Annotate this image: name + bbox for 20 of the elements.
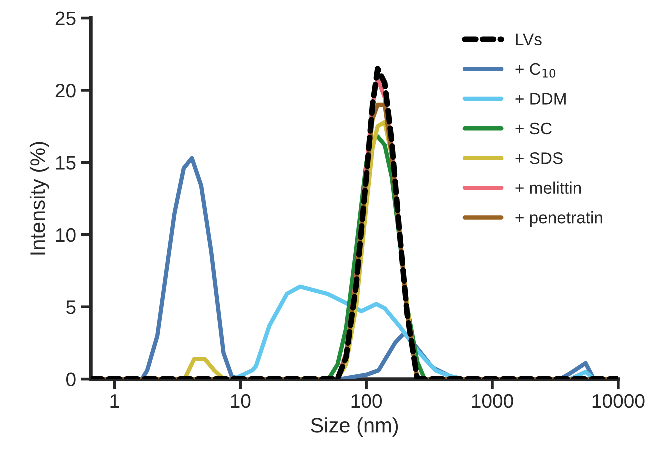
legend-label: + C$_{10}$ bbox=[516, 63, 556, 78]
x-tick-label: 1 bbox=[110, 394, 120, 408]
y-tick-label: 10 bbox=[56, 228, 76, 242]
y-tick-label: 0 bbox=[66, 372, 76, 387]
y-axis-title: Intensity (%) bbox=[30, 142, 50, 255]
y-tick-label: 5 bbox=[66, 300, 76, 314]
x-tick-label: 10 bbox=[231, 394, 251, 408]
legend-label: + SC bbox=[516, 122, 552, 135]
y-tick-label: 20 bbox=[56, 84, 76, 98]
x-tick-label: 1000 bbox=[472, 394, 514, 408]
y-tick-label: 15 bbox=[56, 156, 76, 170]
legend-label: LVs bbox=[516, 34, 542, 46]
x-axis-title: Size (nm) bbox=[311, 418, 398, 437]
y-tick-label: 25 bbox=[56, 12, 76, 26]
x-tick-label: 10000 bbox=[592, 394, 645, 408]
x-tick-label: 100 bbox=[352, 394, 382, 408]
legend-label: + DDM bbox=[516, 93, 566, 105]
legend-label: + penetratin bbox=[516, 212, 602, 228]
legend-label: + melittin bbox=[516, 182, 582, 194]
legend-label: + SDS bbox=[516, 152, 563, 164]
